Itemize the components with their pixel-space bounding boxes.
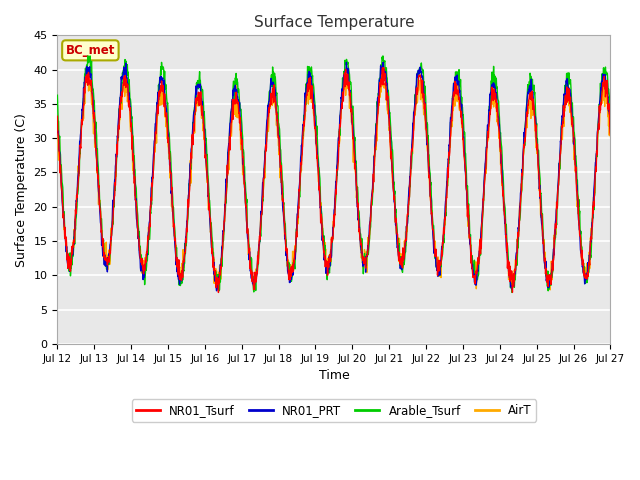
X-axis label: Time: Time	[319, 369, 349, 382]
Y-axis label: Surface Temperature (C): Surface Temperature (C)	[15, 113, 28, 266]
Text: BC_met: BC_met	[66, 44, 115, 57]
Legend: NR01_Tsurf, NR01_PRT, Arable_Tsurf, AirT: NR01_Tsurf, NR01_PRT, Arable_Tsurf, AirT	[132, 399, 536, 421]
Title: Surface Temperature: Surface Temperature	[253, 15, 414, 30]
